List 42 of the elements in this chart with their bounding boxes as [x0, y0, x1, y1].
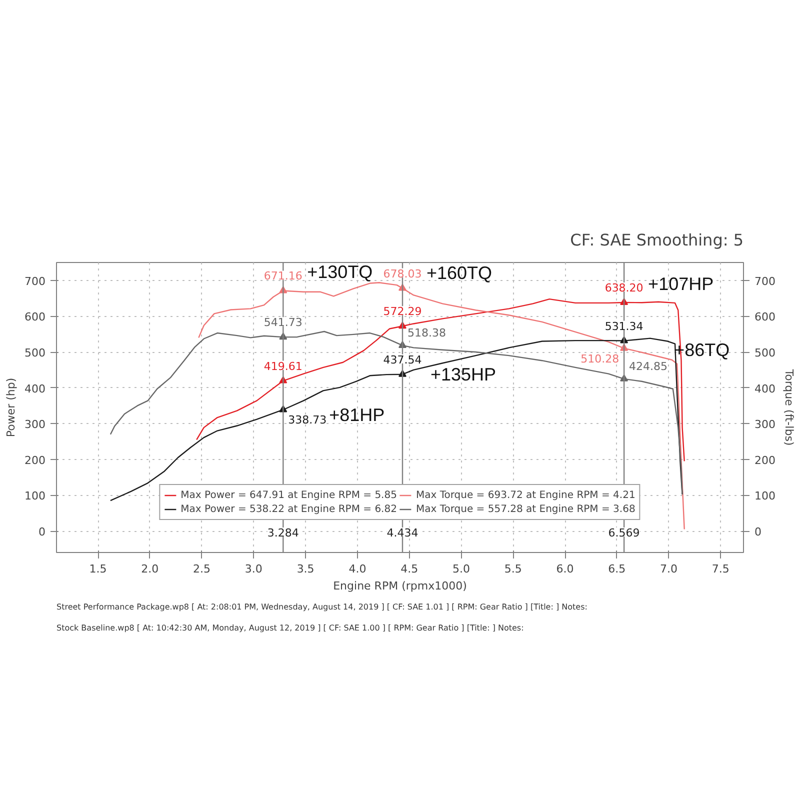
ref-line-label: 6.569 — [608, 526, 640, 540]
y-tick-label: 300 — [24, 418, 46, 432]
x-tick-label: 6.5 — [608, 562, 626, 576]
x-tick-label: 2.0 — [141, 562, 159, 576]
y-tick-label: 200 — [24, 454, 46, 467]
legend-label: Max Torque = 557.28 at Engine RPM = 3.68 — [416, 503, 636, 515]
chart-title: CF: SAE Smoothing: 5 — [570, 230, 744, 250]
x-tick-label: 5.5 — [504, 562, 522, 576]
x-tick-label: 7.0 — [660, 562, 678, 576]
x-tick-label: 2.5 — [193, 562, 211, 576]
y-axis-title: Power (hp) — [4, 378, 18, 438]
y2-tick-label: 300 — [754, 418, 776, 432]
y2-tick-label: 700 — [754, 274, 776, 288]
y2-tick-label: 600 — [754, 310, 776, 324]
y2-tick-label: 100 — [754, 490, 776, 503]
x-tick-label: 3.5 — [296, 562, 314, 576]
ref-line-label: 3.284 — [267, 526, 299, 540]
x-axis-title: Engine RPM (rpmx1000) — [333, 580, 467, 592]
y-tick-label: 600 — [24, 310, 46, 324]
annotation: +107HP — [648, 274, 714, 294]
x-tick-label: 3.0 — [244, 562, 262, 576]
data-label: 424.85 — [629, 360, 668, 373]
legend-label: Max Power = 538.22 at Engine RPM = 6.82 — [180, 503, 397, 515]
y-tick-label: 0 — [38, 526, 46, 539]
y-tick-label: 100 — [24, 490, 46, 503]
y-tick-label: 700 — [24, 274, 46, 288]
y-tick-label: 500 — [24, 346, 46, 360]
y2-axis-title: Torque (ft-lbs) — [782, 368, 796, 446]
x-tick-label: 5.0 — [452, 562, 470, 576]
y2-tick-label: 200 — [754, 454, 776, 467]
text: Stock Baseline.wp8 [ At: 10:42:30 AM, Monday, August 12, 2019 ] [ CF: SAE 1.00 ] [ RPM: Gear Ratio ] [Title: ] Notes: — [56, 624, 524, 632]
x-tick-label: 4.0 — [348, 562, 366, 576]
x-tick-label: 4.5 — [400, 562, 418, 576]
x-tick-label: 1.5 — [89, 562, 107, 576]
ref-line-label: 4.434 — [386, 526, 418, 540]
x-tick-label: 6.0 — [556, 562, 574, 576]
x-tick-label: 7.5 — [712, 562, 730, 576]
y2-tick-label: 500 — [754, 346, 776, 360]
y2-tick-label: 0 — [754, 526, 762, 539]
y2-tick-label: 400 — [754, 382, 776, 396]
y-tick-label: 400 — [24, 382, 46, 396]
text: Street Performance Package.wp8 [ At: 2:08:01 PM, Wednesday, August 14, 2019 ] [ CF: SAE 1.01 ] [ RPM: Gear Ratio ] [Title: ] Notes: — [56, 602, 588, 612]
